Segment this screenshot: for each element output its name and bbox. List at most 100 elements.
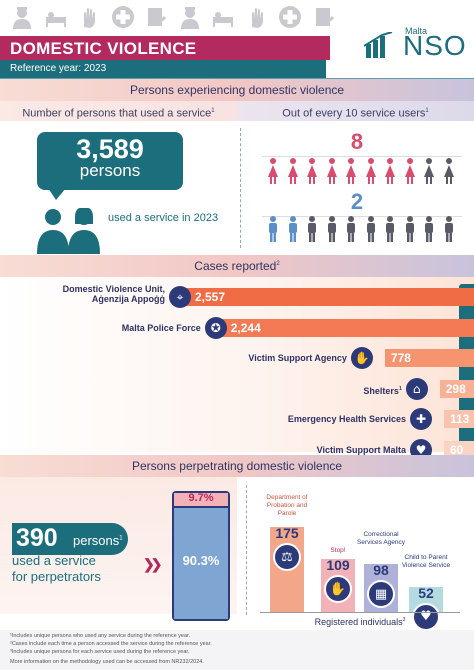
- perp-line2: used a service: [12, 553, 96, 568]
- nurse-icon: [178, 5, 202, 29]
- footnote-3: ³Includes unique persons for each servic…: [10, 649, 190, 655]
- family-icon: ♥: [412, 602, 440, 631]
- justice-icon: [144, 5, 168, 29]
- footnotes-bg: [0, 630, 474, 670]
- justice-icon: [312, 5, 336, 29]
- pct-top-segment: [174, 493, 228, 506]
- perp-count: 390: [16, 524, 58, 552]
- male-icon: [267, 216, 279, 242]
- person-icon: [404, 216, 416, 242]
- female-icon: [345, 158, 357, 184]
- right-subheader: Out of every 10 service users1: [282, 107, 429, 120]
- section-cases-reported: [0, 255, 474, 277]
- male-icon: [287, 216, 299, 242]
- cases-title: Cases reported2: [194, 259, 280, 273]
- person-icon: [345, 216, 357, 242]
- gavel-icon: ⚖: [273, 543, 301, 571]
- hand-icon: [245, 5, 269, 29]
- case-value: 2,557: [195, 290, 226, 304]
- count-bubble: [37, 132, 183, 190]
- medical-cross-icon: [278, 5, 302, 29]
- section-perpetrating: [0, 455, 474, 477]
- footnote-1: ¹Includes unique persons who used any se…: [10, 633, 191, 639]
- network-icon: ⌖: [169, 286, 191, 308]
- case-label: Victim Support Malta: [316, 444, 406, 455]
- case-value: 60: [450, 442, 464, 457]
- case-value: 778: [390, 351, 411, 365]
- used-service-text: used a service in 2023: [108, 212, 219, 224]
- nso-logo-icon: [363, 31, 404, 58]
- case-label: Malta Police Force: [121, 322, 201, 333]
- logo-small-text: Malta: [405, 26, 428, 36]
- registered-service-label: Stop!: [330, 547, 346, 555]
- left-subheader-bg: [0, 101, 237, 121]
- section1-title: Persons experiencing domestic violence: [129, 83, 345, 97]
- left-subheader: Number of persons that used a service1: [22, 107, 215, 120]
- female-number: 8: [350, 129, 364, 154]
- hand-icon: [77, 5, 101, 29]
- police-icon: ✪: [204, 316, 227, 339]
- registered-axis: [260, 612, 460, 613]
- case-label: Victim Support Agency: [248, 353, 347, 363]
- male-line: [262, 216, 462, 217]
- case-bar: [384, 349, 474, 367]
- reference-year: Reference year: 2023: [10, 63, 107, 74]
- case-value: 113: [450, 412, 470, 426]
- female-icon: [326, 158, 338, 184]
- case-bar: [181, 288, 474, 306]
- registered-label: Registered individuals3: [314, 617, 406, 627]
- shelter-icon: ⌂: [405, 377, 428, 400]
- person-icon: [326, 216, 338, 242]
- person-icon: [306, 216, 318, 242]
- medical-cross-icon: ✚: [410, 408, 432, 430]
- case-value: 298: [445, 381, 466, 396]
- bed-icon: [211, 5, 235, 29]
- female-icon: [306, 158, 318, 184]
- title-bar: [0, 36, 330, 60]
- male-number: 2: [350, 189, 364, 214]
- persons-unit: persons: [79, 161, 141, 180]
- perp-line3: for perpetrators: [12, 569, 101, 584]
- vertical-divider: [240, 128, 241, 248]
- female-icon: [384, 158, 396, 184]
- female-icon: [365, 158, 377, 184]
- person-icon: [423, 216, 435, 242]
- pct-bottom-label: 90.3%: [182, 553, 220, 568]
- vertical-divider-2: [246, 485, 247, 615]
- bed-icon: [44, 5, 68, 29]
- registered-value: 109: [326, 557, 350, 574]
- stop-hand-icon: ✋: [324, 575, 352, 604]
- perp-count-unit: persons1: [73, 533, 123, 548]
- persons-count: 3,589: [76, 134, 144, 164]
- female-icon: [267, 158, 279, 184]
- female-line: [262, 156, 462, 157]
- page-title: DOMESTIC VIOLENCE: [10, 39, 197, 58]
- person-icon: [365, 216, 377, 242]
- chevron-right-icon: ❯❯: [143, 556, 163, 572]
- case-label: Shelters1: [363, 385, 402, 396]
- pct-top-label: 9.7%: [188, 492, 214, 504]
- nurse-icon: [10, 5, 34, 29]
- footnote-4: More information on the methodology used…: [10, 659, 204, 665]
- people-icon: [35, 207, 105, 254]
- case-label: Emergency Health Services: [287, 414, 406, 424]
- case-bar: [444, 440, 474, 459]
- top-icon-strip: [0, 0, 474, 34]
- registered-service-label: Department of Probation and Parole: [266, 494, 308, 517]
- female-icon: [404, 158, 416, 184]
- section3-title: Persons perpetrating domestic violence: [131, 459, 343, 473]
- logo-big-text: NSO: [403, 30, 467, 61]
- person-icon: [384, 216, 396, 242]
- registered-service-label: Correctional Services Agency: [356, 531, 406, 547]
- person-icon: [443, 216, 455, 242]
- case-value: 2,244: [230, 320, 261, 335]
- bubble-tail: [48, 188, 66, 200]
- case-bar: [439, 379, 474, 398]
- right-subheader-bg: [237, 101, 474, 121]
- case-bar: [444, 410, 474, 428]
- registered-value: 175: [275, 525, 299, 541]
- prison-icon: ▦: [367, 580, 395, 609]
- case-label: Domestic Violence Unit, Aġenzija Appoġġ: [62, 284, 165, 304]
- female-icon: [287, 158, 299, 184]
- registered-value: 52: [418, 584, 434, 601]
